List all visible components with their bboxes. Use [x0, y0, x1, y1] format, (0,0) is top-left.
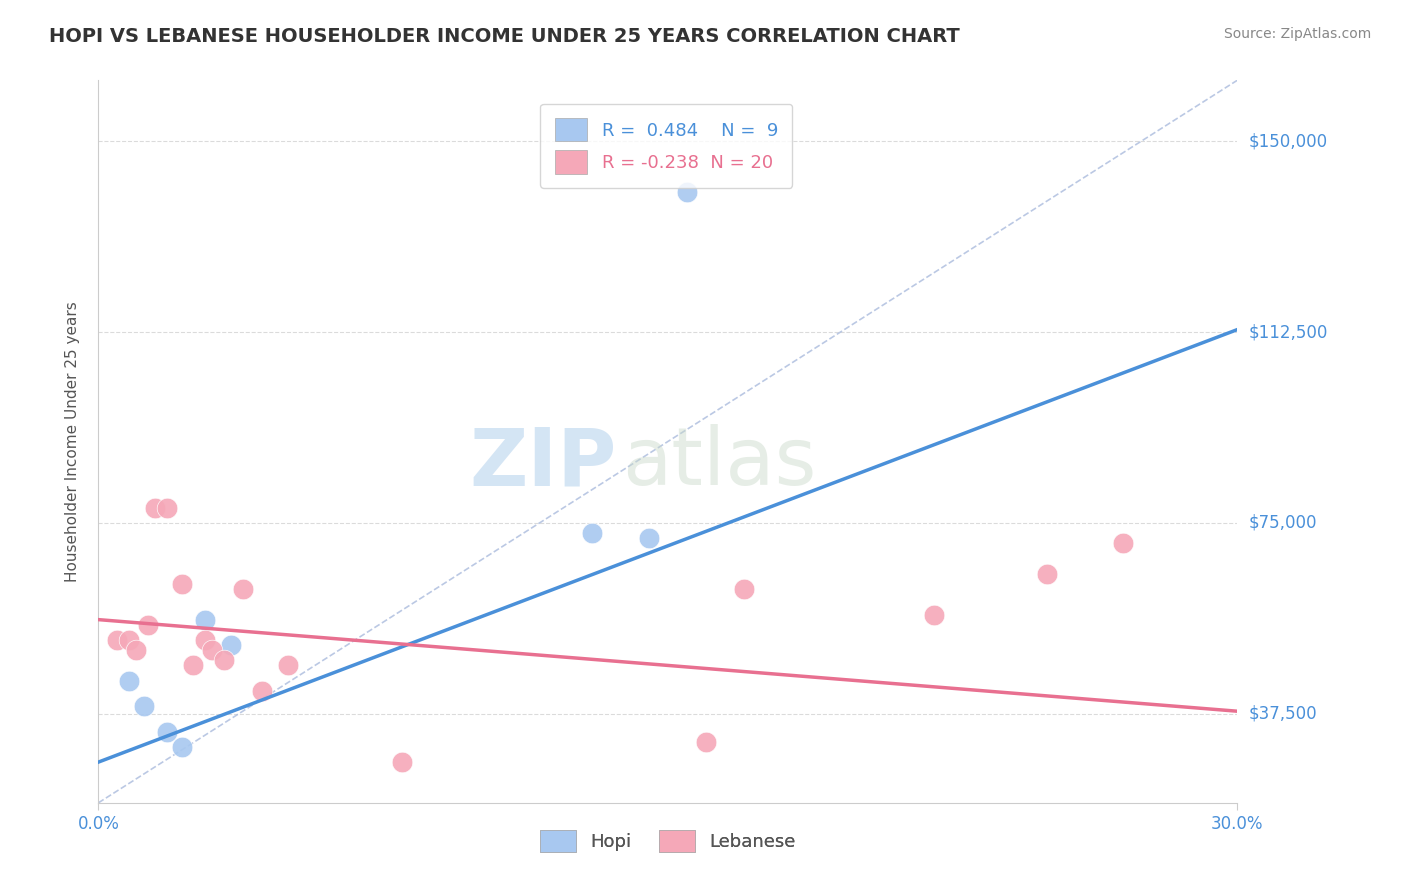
Y-axis label: Householder Income Under 25 years: Householder Income Under 25 years: [65, 301, 80, 582]
Point: [221, 638, 243, 652]
Point: [232, 582, 254, 596]
Point: [922, 607, 945, 622]
Point: [156, 500, 179, 515]
Point: [1036, 566, 1059, 581]
Point: [391, 755, 413, 769]
Point: [733, 582, 755, 596]
Text: HOPI VS LEBANESE HOUSEHOLDER INCOME UNDER 25 YEARS CORRELATION CHART: HOPI VS LEBANESE HOUSEHOLDER INCOME UNDE…: [49, 27, 960, 45]
Point: [695, 735, 717, 749]
Text: $150,000: $150,000: [1249, 132, 1327, 151]
Point: [136, 617, 159, 632]
Point: [250, 684, 273, 698]
Point: [183, 658, 205, 673]
Point: [194, 613, 217, 627]
Text: Source: ZipAtlas.com: Source: ZipAtlas.com: [1223, 27, 1371, 41]
Point: [638, 531, 661, 545]
Point: [676, 185, 699, 199]
Point: [107, 632, 129, 647]
Point: [194, 632, 217, 647]
Text: ZIP: ZIP: [470, 425, 617, 502]
Point: [132, 699, 155, 714]
Point: [581, 526, 603, 541]
Point: [201, 643, 224, 657]
Text: atlas: atlas: [623, 425, 817, 502]
Point: [118, 632, 141, 647]
Legend: Hopi, Lebanese: Hopi, Lebanese: [533, 822, 803, 859]
Text: $75,000: $75,000: [1249, 514, 1317, 532]
Point: [170, 739, 193, 754]
Point: [1112, 536, 1135, 550]
Point: [156, 724, 179, 739]
Point: [170, 577, 193, 591]
Point: [212, 653, 235, 667]
Point: [277, 658, 299, 673]
Point: [145, 500, 167, 515]
Point: [125, 643, 148, 657]
Text: $37,500: $37,500: [1249, 705, 1317, 723]
Point: [118, 673, 141, 688]
Text: $112,500: $112,500: [1249, 323, 1327, 341]
